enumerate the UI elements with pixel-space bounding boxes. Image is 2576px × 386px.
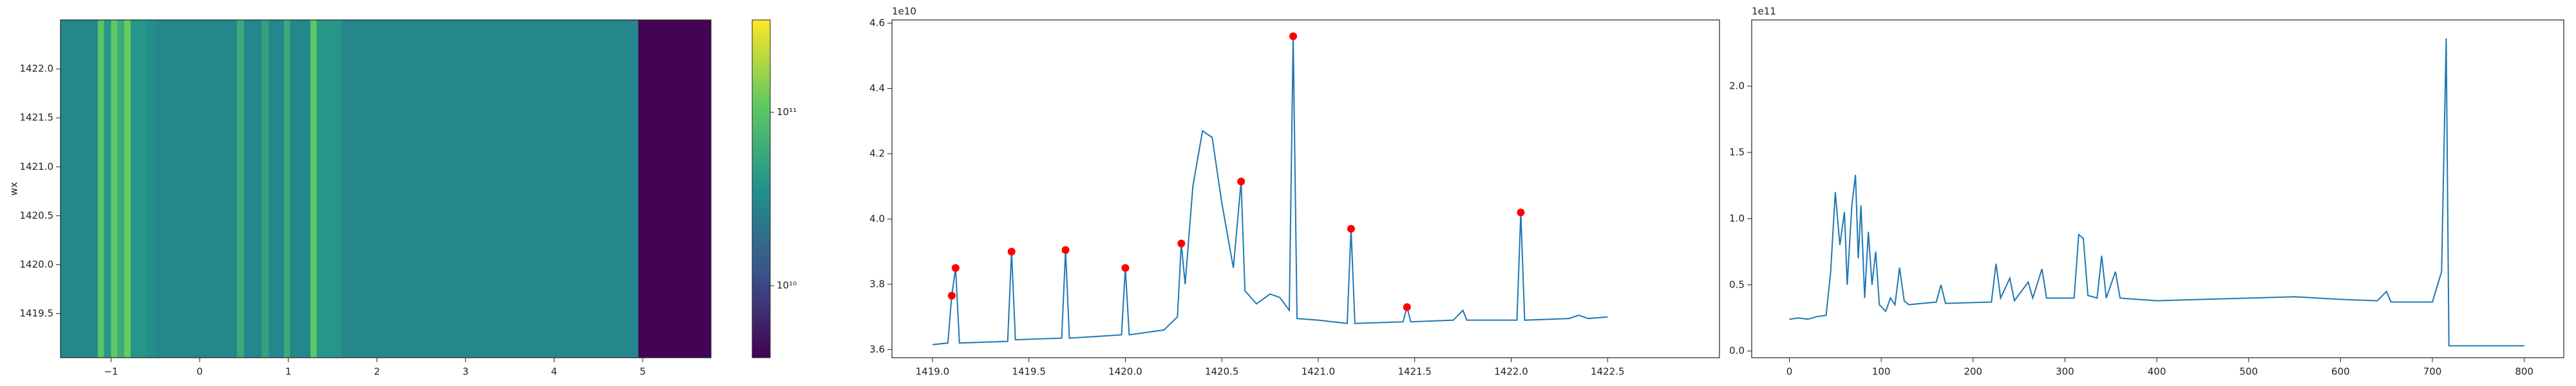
y-offset-label: 1e10	[892, 6, 916, 17]
x-tick-label: 3	[462, 366, 469, 378]
heatmap-cell	[236, 20, 245, 358]
x-tick-label: 1422.0	[1494, 366, 1528, 378]
x-tick-label: 400	[2148, 366, 2166, 378]
x-tick-label: 1420.5	[1205, 366, 1239, 378]
x-tick-label: 1420.0	[1108, 366, 1142, 378]
heatmap-cell	[310, 20, 317, 358]
y-tick-label: 0.0	[1729, 345, 1745, 356]
y-tick-label: 1420.0	[20, 259, 54, 270]
peak-marker	[1121, 264, 1130, 272]
x-tick-label: 800	[2515, 366, 2533, 378]
heatmap-cell	[97, 20, 104, 358]
x-tick-label: 1419.5	[1012, 366, 1046, 378]
heatmap-cell	[638, 20, 712, 358]
heatmap-cell	[316, 20, 342, 358]
axes-frame	[1751, 19, 2564, 358]
x-tick-label: 1422.5	[1591, 366, 1625, 378]
heatmap-cell	[111, 20, 118, 358]
heatmap-cell	[117, 20, 125, 358]
peak-marker	[1403, 303, 1411, 311]
x-tick-label: 5	[639, 366, 646, 378]
x-tick-label: 700	[2423, 366, 2442, 378]
x-tick-label: 0	[196, 366, 203, 378]
heatmap-cell	[130, 20, 147, 358]
peak-marker	[947, 291, 956, 300]
x-tick-label: 1	[285, 366, 292, 378]
peak-marker	[1061, 246, 1070, 254]
y-tick-label: 1.5	[1729, 146, 1745, 158]
colorbar-tick-label: 10¹⁰	[777, 280, 797, 291]
x-tick-label: 600	[2331, 366, 2350, 378]
heatmap-cell	[124, 20, 131, 358]
x-tick-label: 100	[1872, 366, 1891, 378]
heatmap-cell	[146, 20, 156, 358]
peak-marker	[951, 264, 960, 272]
peak-marker	[1289, 32, 1298, 41]
y-tick-label: 4.2	[869, 147, 885, 159]
peak-marker	[1347, 225, 1355, 233]
y-tick-label: 4.0	[869, 213, 885, 225]
x-tick-label: 1421.0	[1302, 366, 1336, 378]
peak-marker	[1007, 248, 1016, 256]
heatmap-cell	[155, 20, 238, 358]
heatmap-cell	[283, 20, 290, 358]
x-tick-label: 2	[374, 366, 380, 378]
heatmap-cell	[261, 20, 269, 358]
y-tick-label: 1421.0	[20, 161, 54, 172]
colorbar-tick-label: 10¹¹	[777, 106, 797, 118]
y-tick-label: 1422.0	[20, 63, 54, 75]
y-axis-label: wx	[8, 182, 20, 196]
y-tick-label: 3.8	[869, 278, 885, 290]
heatmap-cell	[61, 20, 99, 358]
peak-marker	[1517, 208, 1525, 217]
y-tick-label: 2.0	[1729, 80, 1745, 91]
axes-frame	[891, 19, 1720, 358]
axes-frame	[60, 19, 712, 358]
heatmap-cell	[104, 20, 111, 358]
x-tick-label: 4	[551, 366, 558, 378]
x-tick-label: −1	[104, 366, 118, 378]
y-tick-label: 4.4	[869, 82, 885, 94]
heatmap-cell	[341, 20, 639, 358]
heatmap-cell	[243, 20, 262, 358]
x-tick-label: 500	[2239, 366, 2258, 378]
y-tick-label: 1421.5	[20, 112, 54, 124]
heatmap-cell	[269, 20, 285, 358]
line	[932, 36, 1608, 345]
y-tick-label: 1419.5	[20, 308, 54, 319]
heatmap-cell	[290, 20, 311, 358]
peak-marker	[1177, 239, 1186, 248]
y-offset-label: 1e11	[1752, 6, 1776, 17]
y-tick-label: 1420.5	[20, 210, 54, 221]
y-tick-label: 3.6	[869, 344, 885, 355]
x-tick-label: 200	[1964, 366, 1982, 378]
y-tick-label: 1.0	[1729, 212, 1745, 224]
x-tick-label: 0	[1786, 366, 1793, 378]
x-tick-label: 1419.0	[916, 366, 950, 378]
line	[1789, 38, 2524, 347]
x-tick-label: 300	[2056, 366, 2074, 378]
y-tick-label: 4.6	[869, 17, 885, 29]
y-tick-label: 0.5	[1729, 279, 1745, 290]
peak-marker	[1237, 178, 1245, 186]
x-tick-label: 1421.5	[1397, 366, 1432, 378]
colorbar	[752, 19, 771, 358]
